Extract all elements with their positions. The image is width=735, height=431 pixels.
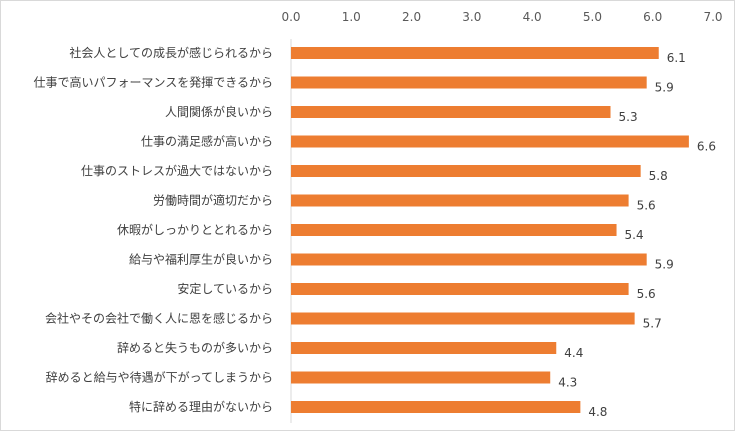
x-tick-label: 4.0 [523, 10, 542, 24]
category-label: 人間関係が良いから [165, 104, 273, 119]
category-label: 仕事で高いパフォーマンスを発揮できるから [33, 75, 273, 90]
bar [291, 371, 551, 384]
x-tick-label: 2.0 [402, 10, 421, 24]
bar [291, 47, 659, 59]
data-label: 5.7 [643, 317, 662, 331]
category-label: 会社やその会社で働く人に恩を感じるから [45, 311, 273, 326]
category-label: 仕事の満足感が高いから [141, 134, 273, 149]
data-label: 5.6 [637, 287, 656, 301]
x-axis-ticks: 0.0 1.0 2.0 3.0 4.0 5.0 6.0 7.0 [281, 10, 722, 24]
category-label: 休暇がしっかりととれるから [117, 222, 273, 237]
bar [291, 283, 629, 295]
data-label: 6.6 [697, 140, 716, 154]
data-label: 5.6 [637, 199, 656, 213]
category-label: 辞めると失うものが多いから [117, 340, 273, 355]
bar [291, 106, 611, 118]
bar [291, 312, 635, 325]
data-label: 4.8 [588, 405, 607, 419]
bar [291, 165, 641, 177]
x-tick-label: 6.0 [643, 10, 662, 24]
bar [291, 76, 647, 89]
data-label: 5.8 [649, 169, 668, 183]
bar [291, 194, 629, 207]
category-label: 給与や福利厚生が良いから [129, 252, 273, 267]
data-label: 5.9 [655, 258, 674, 272]
x-tick-label: 0.0 [281, 10, 300, 24]
data-label: 5.9 [655, 81, 674, 95]
category-label: 仕事のストレスが過大ではないから [81, 163, 273, 178]
bar [291, 224, 617, 236]
category-label: 社会人としての成長が感じられるから [69, 45, 273, 60]
category-label: 安定しているから [177, 281, 273, 296]
data-label: 5.4 [625, 228, 644, 242]
bar [291, 342, 557, 354]
category-label: 特に辞める理由がないから [129, 399, 273, 414]
data-label: 4.4 [564, 346, 583, 360]
x-tick-label: 5.0 [583, 10, 602, 24]
data-label: 6.1 [667, 51, 686, 65]
data-labels: 6.1 5.9 5.3 6.6 5.8 5.6 5.4 5.9 5.6 5.7 4.4 4.3 4.8 [558, 51, 716, 419]
data-label: 5.3 [619, 110, 638, 124]
bar [291, 135, 689, 148]
category-labels: 社会人としての成長が感じられるから仕事で高いパフォーマンスを発揮できるから人間関… [33, 45, 273, 414]
x-tick-label: 3.0 [462, 10, 481, 24]
bars [291, 47, 689, 413]
bar [291, 253, 647, 266]
data-label: 4.3 [558, 376, 577, 390]
x-tick-label: 1.0 [342, 10, 361, 24]
x-tick-label: 7.0 [703, 10, 722, 24]
bar [291, 401, 581, 413]
category-label: 労働時間が適切だから [153, 193, 273, 208]
category-label: 辞めると給与や待遇が下がってしまうから [46, 370, 273, 385]
